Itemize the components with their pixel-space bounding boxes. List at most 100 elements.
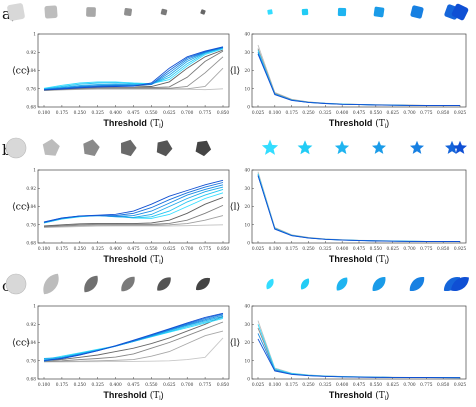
series-line bbox=[43, 315, 224, 362]
cc-chart: 0.68 0.76 0.84 0.92 1 0.100 0.175 0.250 0.325 0.4… bbox=[12, 169, 229, 267]
x-tick-label: 0.550 bbox=[370, 111, 383, 116]
xlabel-symbol: (T bbox=[372, 254, 384, 265]
x-tick-label: 0.700 bbox=[181, 111, 194, 116]
xlabel-text: Threshold bbox=[329, 254, 373, 264]
gray-leaf-shape-icon bbox=[157, 277, 171, 291]
x-tick-label: 0.175 bbox=[56, 383, 69, 388]
gray-pentagon-shape-icon bbox=[195, 140, 212, 157]
x-tick-label: 0.325 bbox=[92, 383, 105, 388]
x-tick-label: 0.775 bbox=[199, 111, 212, 116]
blue-square-shape-icon bbox=[451, 3, 469, 21]
y-tick-label: 30 bbox=[245, 323, 251, 328]
x-tick-label: 0.100 bbox=[269, 111, 282, 116]
x-tick-label: 0.850 bbox=[217, 111, 230, 116]
l-chart: 0 10 20 30 40 0.025 0.100 0.175 0.250 0.325 0.400 0… bbox=[230, 305, 467, 403]
xlabel-text: Threshold bbox=[329, 390, 373, 400]
series-line bbox=[43, 48, 224, 89]
x-tick-label: 0.250 bbox=[74, 111, 87, 116]
x-tick-label: 0.325 bbox=[92, 111, 105, 116]
x-tick-label: 0.775 bbox=[199, 247, 212, 252]
l-ylabel: ⟨l⟩ bbox=[230, 338, 240, 349]
x-tick-label: 0.550 bbox=[370, 383, 383, 388]
y-tick-label: 40 bbox=[245, 33, 251, 38]
xlabel-subscript: l bbox=[385, 260, 386, 266]
y-tick-label: 20 bbox=[245, 205, 251, 210]
x-tick-label: 0.625 bbox=[163, 383, 176, 388]
y-tick-label: 0.92 bbox=[26, 51, 36, 56]
cc-ylabel: ⟨cc⟩ bbox=[12, 338, 30, 349]
blue-leaf-shape-icon bbox=[300, 278, 310, 290]
x-tick-label: 0.700 bbox=[403, 111, 416, 116]
x-tick-label: 0.175 bbox=[286, 383, 299, 388]
x-tick-label: 0.475 bbox=[353, 247, 366, 252]
x-tick-label: 0.325 bbox=[319, 383, 332, 388]
y-tick-label: 1 bbox=[33, 169, 36, 174]
x-tick-label: 0.850 bbox=[217, 383, 230, 388]
blue-square-shape-icon bbox=[410, 5, 424, 19]
x-tick-label: 0.850 bbox=[437, 383, 450, 388]
series-line bbox=[43, 47, 224, 90]
x-tick-label: 0.400 bbox=[336, 111, 349, 116]
y-tick-label: 0.84 bbox=[26, 205, 36, 210]
y-tick-label: 30 bbox=[245, 51, 251, 56]
xlabel-close: ) bbox=[161, 390, 164, 400]
x-tick-label: 0.175 bbox=[56, 111, 69, 116]
blue-star-shape-icon bbox=[372, 140, 386, 154]
xlabel-symbol: (T bbox=[372, 118, 384, 129]
series-line bbox=[43, 330, 224, 363]
gray-pentagon-shape-icon bbox=[42, 139, 60, 156]
xlabel-close: ) bbox=[386, 390, 389, 400]
blue-square-shape-icon bbox=[301, 8, 309, 16]
l-xlabel: Threshold (Tl) bbox=[329, 254, 389, 266]
blue-star-shape-icon bbox=[297, 140, 313, 155]
l-ylabel: ⟨l⟩ bbox=[230, 202, 240, 213]
cc-chart: 0.68 0.76 0.84 0.92 1 0.100 0.175 0.250 0.325 0.4… bbox=[12, 305, 229, 403]
xlabel-text: Threshold bbox=[329, 118, 373, 128]
blue-star-shape-icon bbox=[445, 140, 459, 154]
y-tick-label: 10 bbox=[245, 87, 251, 92]
x-tick-label: 0.625 bbox=[387, 383, 400, 388]
xlabel-subscript: l bbox=[159, 396, 160, 402]
gray-square-shape-icon bbox=[44, 5, 58, 19]
x-tick-label: 0.325 bbox=[319, 111, 332, 116]
y-tick-label: 0 bbox=[247, 242, 250, 247]
l-chart: 0 10 20 30 40 0.025 0.100 0.175 0.250 0.325 0.400 0… bbox=[230, 33, 467, 131]
x-tick-label: 0.850 bbox=[217, 247, 230, 252]
y-tick-label: 0.84 bbox=[26, 69, 36, 74]
gray-leaf-shape-icon bbox=[196, 277, 210, 291]
x-tick-label: 0.775 bbox=[420, 111, 433, 116]
x-tick-label: 0.475 bbox=[127, 111, 140, 116]
plot-frame bbox=[251, 169, 467, 244]
x-tick-label: 0.700 bbox=[181, 383, 194, 388]
plot-frame bbox=[251, 33, 467, 108]
x-tick-label: 0.250 bbox=[302, 383, 315, 388]
gray-pentagon-shape-icon bbox=[83, 139, 100, 156]
plot-frame bbox=[251, 305, 467, 380]
y-tick-label: 40 bbox=[245, 169, 251, 174]
xlabel-symbol: (T bbox=[147, 254, 159, 265]
x-tick-label: 0.325 bbox=[319, 247, 332, 252]
blue-leaf-shape-icon bbox=[409, 277, 425, 292]
x-tick-label: 0.550 bbox=[145, 247, 158, 252]
x-tick-label: 0.625 bbox=[163, 111, 176, 116]
panel-c: c) bbox=[2, 273, 469, 295]
l-chart: 0 10 20 30 40 0.025 0.100 0.175 0.250 0.325 0.400 0… bbox=[230, 169, 467, 267]
x-tick-label: 0.550 bbox=[145, 111, 158, 116]
gray-leaf-shape-icon bbox=[84, 275, 98, 293]
blue-star-shape-icon bbox=[410, 140, 424, 154]
blue-leaf-shape-icon bbox=[336, 277, 348, 291]
x-tick-label: 0.175 bbox=[286, 247, 299, 252]
x-tick-label: 0.925 bbox=[454, 383, 467, 388]
x-tick-label: 0.250 bbox=[302, 247, 315, 252]
xlabel-subscript: l bbox=[385, 124, 386, 130]
x-tick-label: 0.475 bbox=[353, 111, 366, 116]
cc-xlabel: Threshold (Tl) bbox=[103, 254, 163, 266]
xlabel-close: ) bbox=[386, 254, 389, 264]
x-tick-label: 0.850 bbox=[437, 247, 450, 252]
y-tick-label: 0.68 bbox=[26, 378, 36, 383]
y-tick-label: 0.92 bbox=[26, 323, 36, 328]
cc-ylabel: ⟨cc⟩ bbox=[12, 66, 30, 77]
series-line bbox=[43, 312, 224, 361]
x-tick-label: 0.100 bbox=[38, 383, 51, 388]
